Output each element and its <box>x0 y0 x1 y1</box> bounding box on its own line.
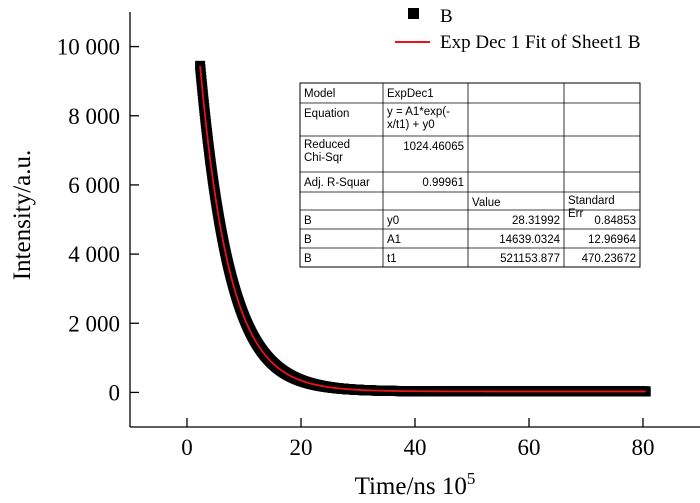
fit-results-table: Model ExpDec1 Equation y = A1*exp(-x/t1) + … <box>299 82 641 268</box>
x-tick-label: 40 <box>404 435 427 460</box>
fit-table-cell: 0.84853 <box>594 215 636 227</box>
x-tick-label: 20 <box>290 435 313 460</box>
y-tick-label: 0 <box>109 380 121 405</box>
fit-table-cell: 12.96964 <box>588 234 637 246</box>
fit-table-cell: B <box>304 253 312 265</box>
series-layer <box>195 60 651 397</box>
fit-table-cell: t1 <box>387 253 397 265</box>
fit-table-frame <box>299 82 641 268</box>
legend-marker-B <box>408 8 419 19</box>
y-tick-label: 8 000 <box>68 104 120 129</box>
x-axis-title-exponent: 5 <box>467 469 476 488</box>
legend-label-fit: Exp Dec 1 Fit of Sheet1 B <box>440 32 641 53</box>
y-tick-label: 6 000 <box>68 173 120 198</box>
y-tick-label: 10 000 <box>57 35 120 60</box>
y-axis-title: Intensity/a.u. <box>9 150 36 281</box>
fit-table-cell: Equation <box>304 108 349 120</box>
axes-layer: 0 2 000 4 000 6 000 8 000 10 000 0 20 40 60 80 Time… <box>9 12 700 500</box>
fit-table-cell: Standard Err <box>568 195 615 220</box>
legend: B Exp Dec 1 Fit of Sheet1 B <box>395 6 641 53</box>
x-tick-label: 60 <box>518 435 541 460</box>
y-tick-label: 2 000 <box>68 311 120 336</box>
fit-table-cell: 14639.0324 <box>499 234 560 246</box>
fit-table-cell: B <box>304 234 312 246</box>
fit-table-cell: Value <box>472 197 501 209</box>
x-axis-title-text: Time/ns 10 <box>355 473 467 500</box>
fit-table-cell: 470.23672 <box>582 253 636 265</box>
fit-table-cell: A1 <box>387 234 401 246</box>
fit-table-cell: 521153.877 <box>500 253 560 265</box>
fit-table-cell: 1024.46065 <box>403 141 464 153</box>
fit-table-cell: Model <box>304 88 335 100</box>
y-tick-label: 4 000 <box>68 242 120 267</box>
x-tick-label: 80 <box>632 435 655 460</box>
fit-table-cell: y0 <box>387 215 399 227</box>
fit-table-cell: Adj. R-Squar <box>304 177 370 189</box>
legend-label-B: B <box>440 6 453 27</box>
fit-table-cell: ExpDec1 <box>387 88 434 100</box>
fit-line <box>199 65 646 393</box>
fit-table-cell: Reduced Chi-Sqr <box>304 139 350 164</box>
fit-table-cell: 28.31992 <box>512 215 560 227</box>
x-tick-label: 0 <box>181 435 193 460</box>
fit-table-cell: y = A1*exp(-x/t1) + y0 <box>387 106 450 131</box>
fit-table-cell: B <box>304 215 312 227</box>
x-axis-title: Time/ns 105 <box>355 469 476 500</box>
fit-table-cell: 0.99961 <box>422 177 464 189</box>
